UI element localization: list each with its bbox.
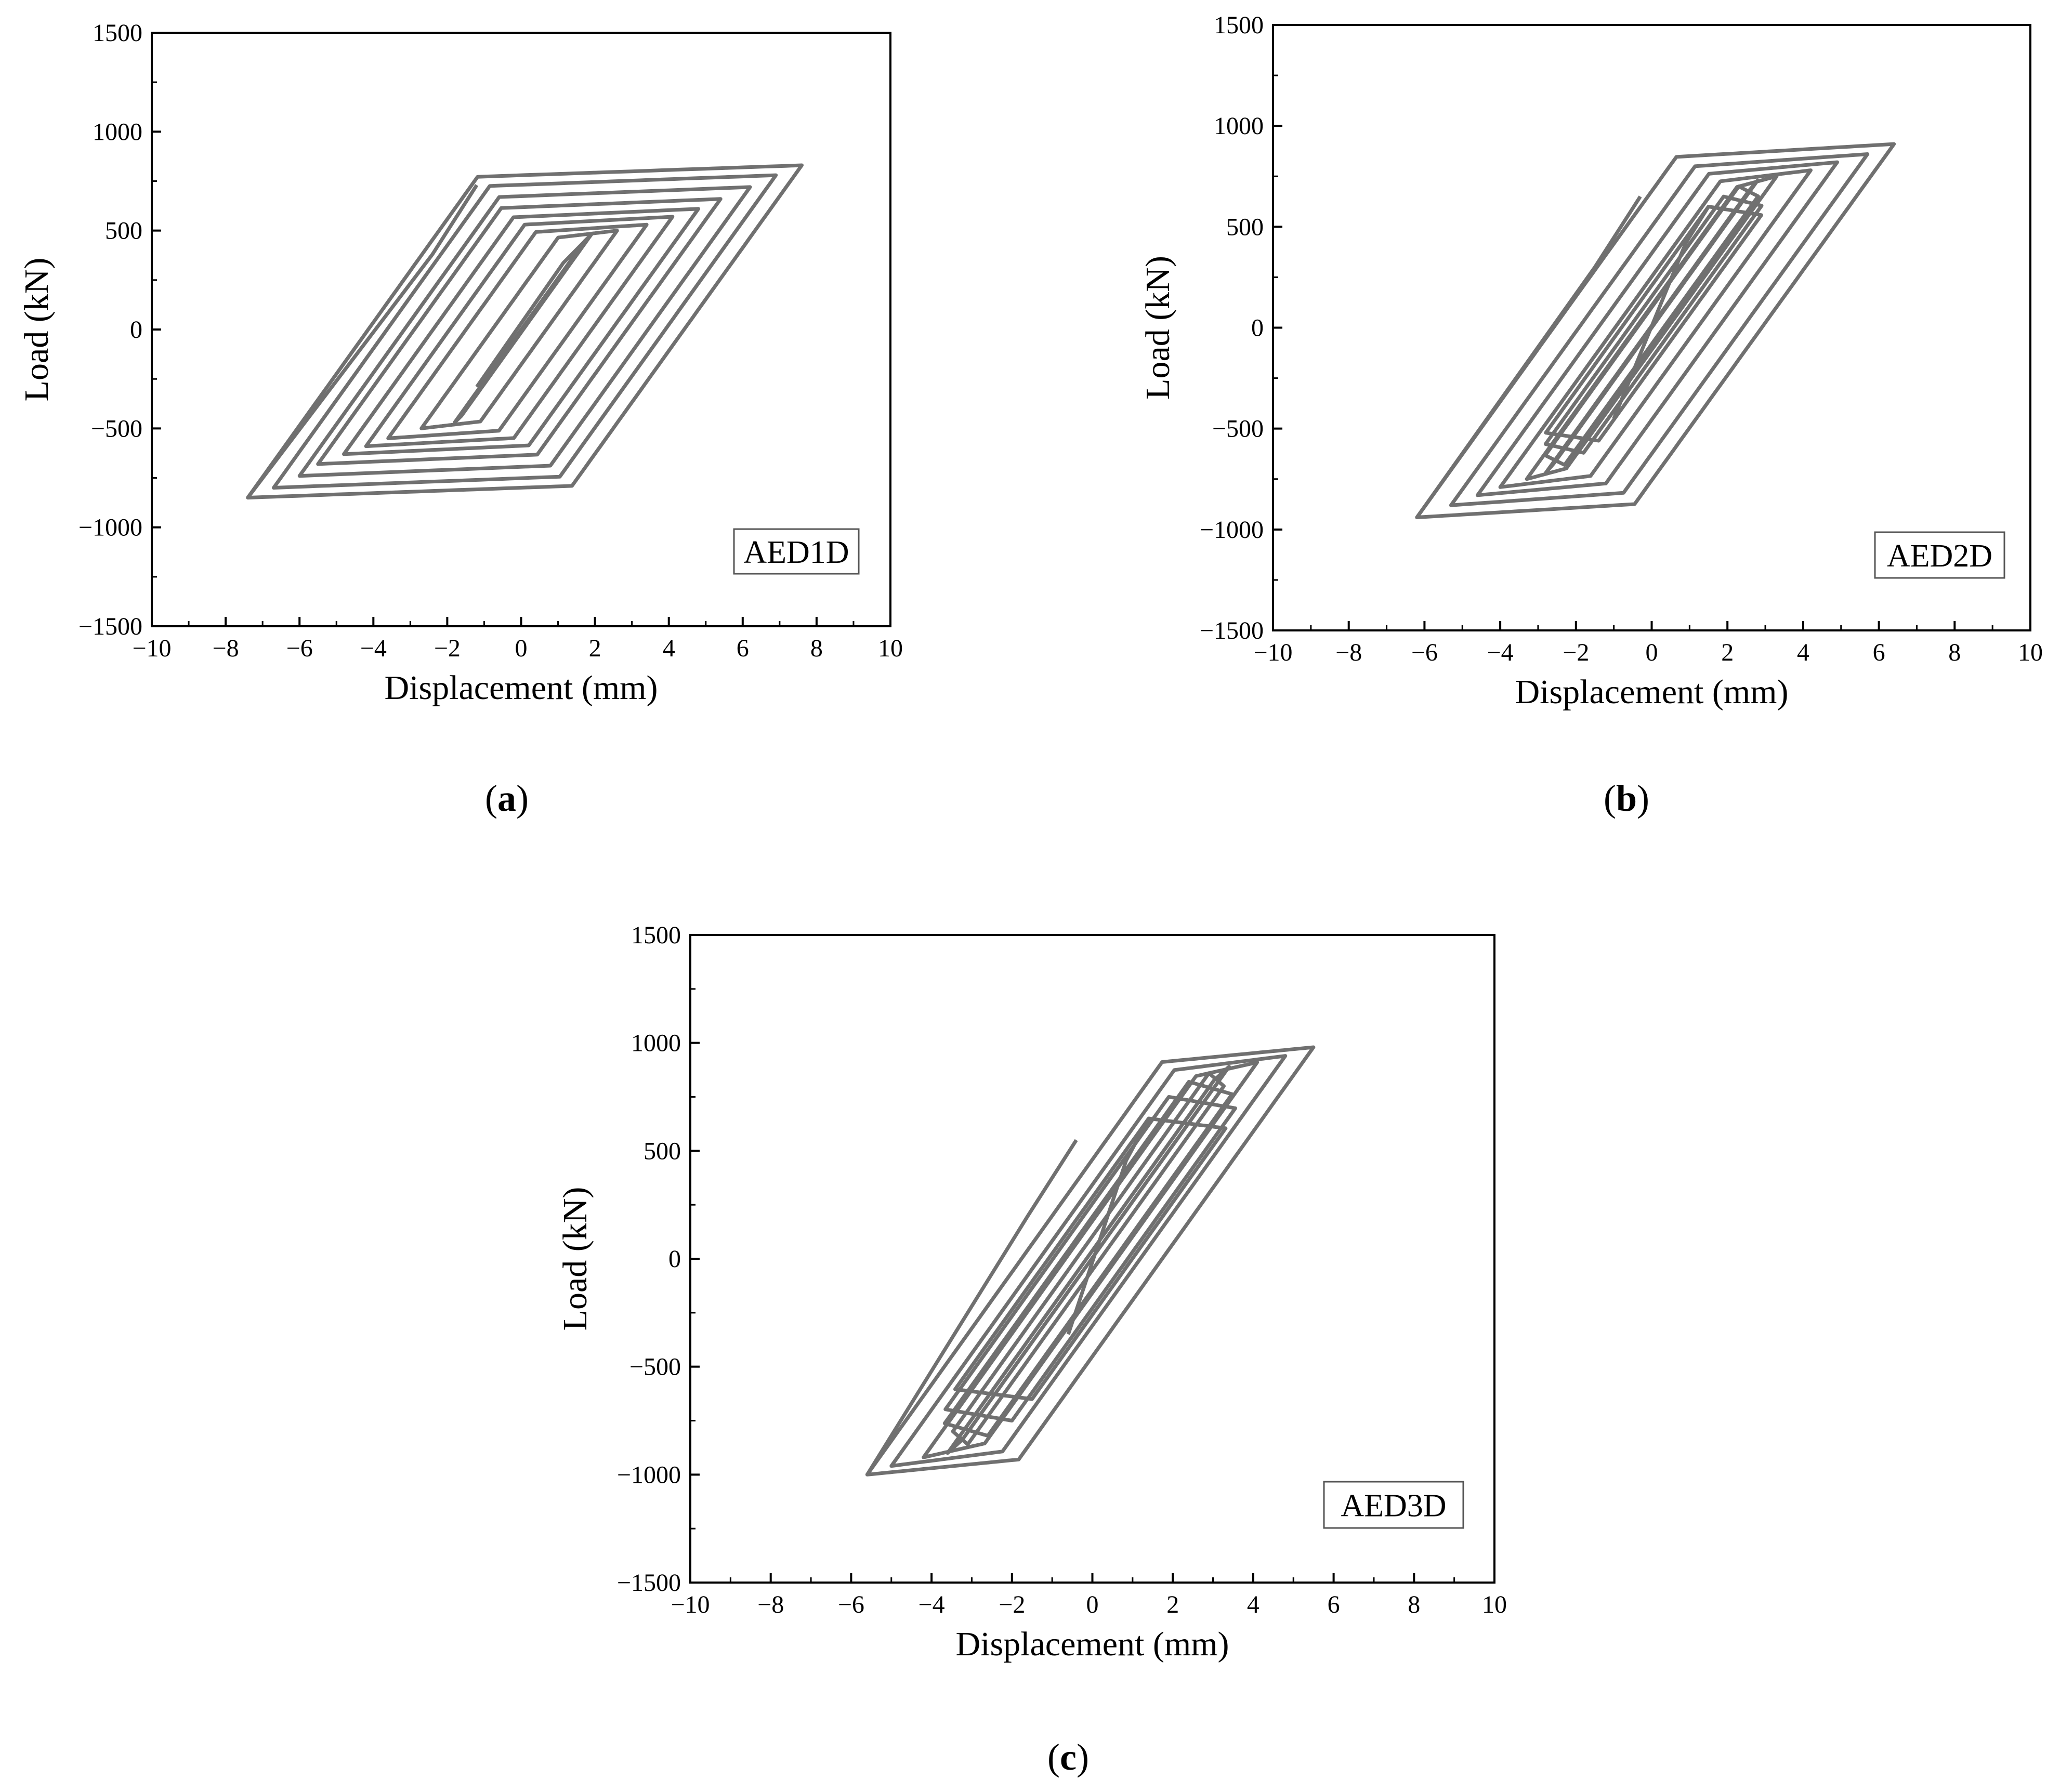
hysteresis-loop-6 [1498,168,1813,489]
hysteresis-loop-2 [1543,194,1764,455]
specimen-label: AED1D [743,535,849,570]
hysteresis-loop-7 [889,1054,1288,1468]
x-tick-label: 0 [1646,639,1658,666]
x-tick-label: −10 [671,1591,710,1618]
hysteresis-loop-6 [922,1060,1259,1459]
x-tick-label: 6 [1873,639,1885,666]
x-tick-label: −8 [213,635,239,662]
y-tick-label: 1500 [631,921,681,949]
y-tick-label: 500 [644,1137,681,1165]
hysteresis-curves [246,163,804,500]
x-tick-label: −6 [1411,639,1438,666]
hysteresis-loop-2 [419,229,619,430]
final-loading-segment [246,184,479,499]
x-tick-label: −4 [360,635,387,662]
hysteresis-loop-6 [316,197,723,466]
y-tick-label: −1000 [78,514,142,542]
hysteresis-loop-7 [1475,160,1839,497]
specimen-label: AED3D [1341,1488,1446,1524]
x-tick-label: −4 [919,1591,945,1618]
specimen-label-box [1874,531,2005,579]
chart-c: −10 −8 −6 −4 −2 0 2 4 6 8 10 −1500 −1000 −500 0 500 1000… [556,921,1507,1663]
x-tick-label: 8 [1408,1591,1420,1618]
x-tick-label: 6 [737,635,749,662]
specimen-label-box [733,528,860,575]
x-tick-label: 6 [1328,1591,1340,1618]
y-tick-label: 1000 [1214,112,1264,140]
y-tick-label: 500 [105,217,142,245]
y-axis-label: Load (kN) [556,1187,594,1331]
y-tick-label: 1000 [93,118,142,146]
x-tick-label: 8 [1948,639,1961,666]
y-tick-label: −1000 [1200,516,1264,544]
x-tick-label: −10 [132,635,171,662]
y-tick-label: −500 [629,1353,681,1381]
x-tick-label: 10 [2018,639,2043,666]
chart-b: −10 −8 −6 −4 −2 0 2 4 6 8 10 −1500 −1000 −500 0 500 1000… [1139,11,2043,711]
y-tick-label: 0 [668,1245,681,1273]
y-tick-label: −500 [1212,415,1264,443]
x-tick-label: −8 [757,1591,784,1618]
specimen-label: AED2D [1887,538,1992,574]
x-tick-label: −2 [999,1591,1025,1618]
hysteresis-curves [1415,142,1896,519]
hysteresis-loop-7 [297,185,752,478]
chart-a: −10 −8 −6 −4 −2 0 2 4 6 8 10 −1500 −1000 −500 0 500 1000… [18,19,903,707]
hysteresis-loop-5 [342,207,700,456]
x-tick-label: 4 [1247,1591,1259,1618]
x-tick-label: 0 [1086,1591,1099,1618]
y-tick-label: −1500 [78,613,142,640]
x-tick-label: 2 [589,635,601,662]
x-tick-label: 0 [515,635,528,662]
hysteresis-loop-3 [942,1079,1234,1438]
y-tick-label: 1500 [1214,11,1264,39]
y-tick-label: 500 [1226,213,1264,241]
y-tick-label: −1500 [617,1569,681,1597]
final-loading-segment [1415,195,1642,519]
hysteresis-loop-4 [364,215,675,449]
x-tick-label: −10 [1253,639,1292,666]
x-axis-label: Displacement (mm) [955,1625,1229,1663]
hysteresis-curves [865,1045,1316,1477]
x-tick-label: 10 [878,635,903,662]
hysteresis-loop-3 [386,222,649,440]
y-tick-label: 1000 [631,1030,681,1057]
x-tick-label: 10 [1482,1591,1507,1618]
x-tick-label: 2 [1166,1591,1179,1618]
y-tick-label: −1500 [1200,617,1264,644]
panel-label-b: (b) [1604,778,1650,819]
x-tick-label: −4 [1487,639,1514,666]
hysteresis-loop-5 [1525,174,1779,481]
panel-label-a: (a) [485,778,529,819]
y-axis-label: Load (kN) [1139,256,1177,400]
hysteresis-loop-1 [953,1116,1228,1401]
y-tick-label: 0 [1251,314,1264,342]
hysteresis-loop-8 [272,173,778,490]
x-tick-label: −6 [286,635,313,662]
hysteresis-loop-2 [943,1095,1237,1422]
y-tick-label: 0 [130,316,142,344]
hysteresis-loop-1 [1544,205,1763,443]
x-tick-label: 8 [810,635,823,662]
x-tick-label: −2 [434,635,461,662]
y-axis-label: Load (kN) [18,258,56,402]
x-tick-label: −6 [838,1591,864,1618]
x-axis-label: Displacement (mm) [1515,673,1788,711]
hysteresis-loop-1 [453,232,593,425]
final-loading-segment [865,1139,1078,1476]
x-tick-label: 4 [663,635,675,662]
y-tick-label: −1000 [617,1461,681,1488]
specimen-label-box [1323,1481,1464,1529]
x-axis-label: Displacement (mm) [384,669,658,707]
hysteresis-loop-8 [1449,152,1870,507]
x-tick-label: 4 [1797,639,1809,666]
x-tick-label: 2 [1721,639,1734,666]
x-tick-label: −2 [1563,639,1589,666]
y-tick-label: 1500 [93,19,142,47]
x-tick-label: −8 [1335,639,1362,666]
y-tick-label: −500 [91,415,142,442]
panel-label-c: (c) [1047,1736,1089,1778]
